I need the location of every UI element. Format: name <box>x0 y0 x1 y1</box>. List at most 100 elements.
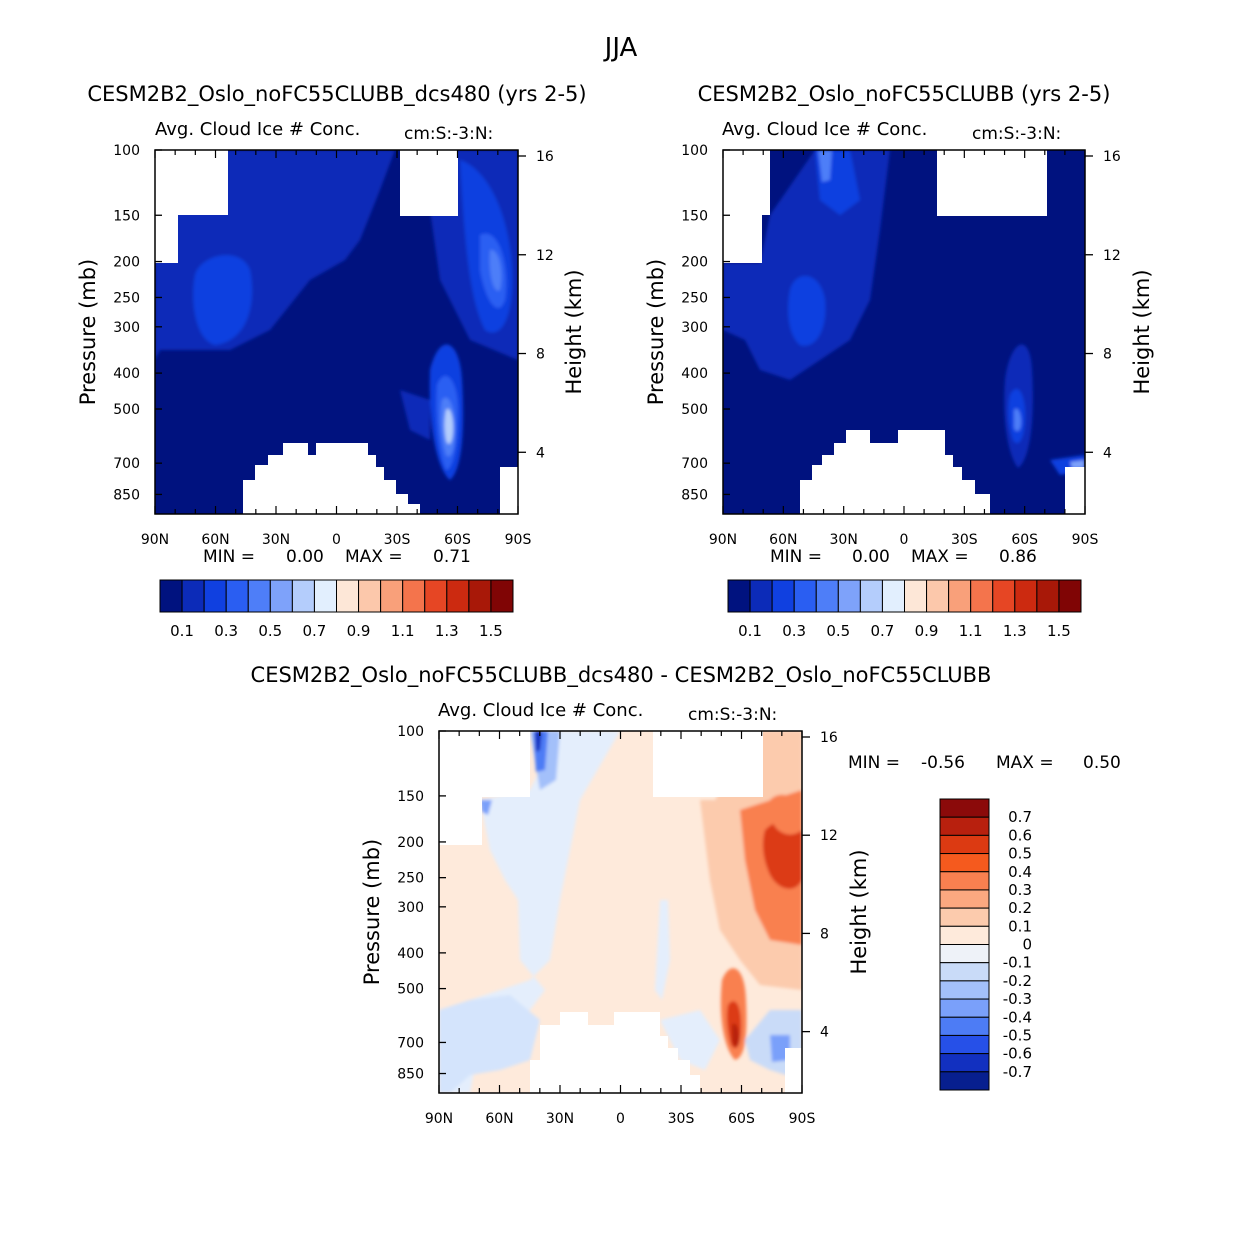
colorbar-label: -0.6 <box>1003 1045 1032 1063</box>
panel-b-colorbar: 0.1 0.3 0.5 0.7 0.9 1.1 1.3 1.5 <box>727 579 1082 640</box>
colorbar-box <box>247 579 271 613</box>
colorbar-box <box>468 579 492 613</box>
colorbar-label: 0.7 <box>303 622 327 640</box>
panel-diff-min-value: -0.56 <box>921 753 965 773</box>
colorbar-box <box>424 579 448 613</box>
colorbar-label: 0.9 <box>347 622 371 640</box>
y-tick-label: 400 <box>681 366 708 382</box>
y-tick-label: 200 <box>113 255 140 271</box>
panel-b-yticks: 100 150 200 250 300 400 500 700 850 <box>681 143 730 503</box>
panel-b-xticks: 90N 60N 30N 0 30S 60S 90S <box>709 150 1098 548</box>
colorbar-box <box>948 579 972 613</box>
colorbar-label: 0.3 <box>782 622 806 640</box>
colorbar-box <box>939 962 990 982</box>
panel-diff-max-label: MAX = <box>996 753 1054 773</box>
panel-a-ylabel: Pressure (mb) <box>76 259 100 406</box>
x-tick-label: 60N <box>769 532 797 548</box>
y-tick-label: 250 <box>681 290 708 306</box>
colorbar-label: 0 <box>1022 936 1032 954</box>
colorbar-box <box>181 579 205 613</box>
panel-a-max-label: MAX = <box>345 547 403 567</box>
y-tick-label: 400 <box>397 946 424 962</box>
colorbar-label: -0.5 <box>1003 1026 1032 1044</box>
panel-diff-ylabel: Pressure (mb) <box>360 839 384 986</box>
x-tick-label: 30N <box>262 532 290 548</box>
y2-tick-label: 12 <box>536 248 554 264</box>
colorbar-label: 1.3 <box>1003 622 1027 640</box>
colorbar-label: -0.4 <box>1003 1008 1032 1026</box>
y-tick-label: 850 <box>681 487 708 503</box>
x-tick-label: 0 <box>332 532 341 548</box>
y-tick-label: 250 <box>113 290 140 306</box>
x-tick-label: 60S <box>1011 532 1038 548</box>
colorbar-box <box>793 579 817 613</box>
x-tick-label: 90S <box>505 532 532 548</box>
y-tick-label: 300 <box>113 320 140 336</box>
colorbar-box <box>490 579 514 613</box>
y-tick-label: 500 <box>397 982 424 998</box>
y-tick-label: 200 <box>397 835 424 851</box>
colorbar-label: -0.2 <box>1003 972 1032 990</box>
colorbar-label: 0.1 <box>1008 917 1032 935</box>
y-tick-label: 700 <box>397 1035 424 1051</box>
panel-diff-min-label: MIN = <box>848 753 900 773</box>
panel-b-max-label: MAX = <box>911 547 969 567</box>
panel-a-xticks: 90N 60N 30N 0 30S 60S 90S <box>141 150 532 548</box>
y2-tick-label: 16 <box>820 730 838 746</box>
colorbar-label: 0.5 <box>1008 845 1032 863</box>
colorbar-box <box>771 579 795 613</box>
colorbar-box <box>1036 579 1060 613</box>
colorbar-box <box>939 980 990 1000</box>
colorbar-label: -0.7 <box>1003 1063 1032 1081</box>
panel-b-subtitle-right: cm:S:-3:N: <box>972 124 1061 144</box>
x-tick-label: 0 <box>616 1111 625 1127</box>
colorbar-label: 0.5 <box>826 622 850 640</box>
colorbar-box <box>313 579 337 613</box>
colorbar-box <box>939 944 990 964</box>
panel-a-max-value: 0.71 <box>433 547 471 567</box>
x-tick-label: 90N <box>425 1111 453 1127</box>
colorbar-box <box>859 579 883 613</box>
colorbar-box <box>1014 579 1038 613</box>
y-tick-label: 400 <box>113 366 140 382</box>
y2-tick-label: 8 <box>1103 347 1112 363</box>
panel-diff: CESM2B2_Oslo_noFC55CLUBB_dcs480 - CESM2B… <box>251 663 1121 1127</box>
panel-diff-max-value: 0.50 <box>1083 753 1121 773</box>
x-tick-label: 30S <box>668 1111 695 1127</box>
panel-diff-subtitle-left: Avg. Cloud Ice # Conc. <box>438 700 643 721</box>
y2-tick-label: 12 <box>1103 248 1121 264</box>
panel-b-y2label: Height (km) <box>1130 269 1154 394</box>
x-tick-label: 30S <box>951 532 978 548</box>
x-tick-label: 60S <box>728 1111 755 1127</box>
panel-a-min-label: MIN = <box>203 547 255 567</box>
panel-b-subtitle-left: Avg. Cloud Ice # Conc. <box>722 119 927 140</box>
colorbar-label: 1.5 <box>1047 622 1071 640</box>
colorbar-label: 0.7 <box>871 622 895 640</box>
colorbar-label: 1.5 <box>479 622 503 640</box>
colorbar-box <box>904 579 928 613</box>
colorbar-box <box>336 579 360 613</box>
y-tick-label: 250 <box>397 871 424 887</box>
colorbar-box <box>269 579 293 613</box>
panel-a-title: CESM2B2_Oslo_noFC55CLUBB_dcs480 (yrs 2-5… <box>87 82 586 107</box>
colorbar-box <box>939 998 990 1018</box>
colorbar-box <box>939 834 990 855</box>
panel-diff-field <box>439 731 802 1093</box>
panel-b-field <box>723 150 1085 514</box>
colorbar-label: 0.1 <box>170 622 194 640</box>
panel-b: CESM2B2_Oslo_noFC55CLUBB (yrs 2-5) Avg. … <box>644 82 1154 640</box>
colorbar-box <box>939 1034 990 1055</box>
colorbar-box <box>939 798 990 818</box>
y2-tick-label: 4 <box>1103 445 1112 461</box>
y-tick-label: 700 <box>113 456 140 472</box>
colorbar-box <box>939 871 990 891</box>
colorbar-box <box>939 1016 990 1036</box>
colorbar-label: 0.3 <box>1008 881 1032 899</box>
colorbar-label: 1.1 <box>959 622 983 640</box>
colorbar-box <box>380 579 404 613</box>
panel-diff-axes: Pressure (mb) Height (km) 100 150 200 250 30… <box>360 724 1121 1127</box>
panel-b-axes: Pressure (mb) Height (km) 100 150 200 250 30… <box>644 143 1154 567</box>
x-tick-label: 90N <box>709 532 737 548</box>
y-tick-label: 100 <box>681 143 708 159</box>
